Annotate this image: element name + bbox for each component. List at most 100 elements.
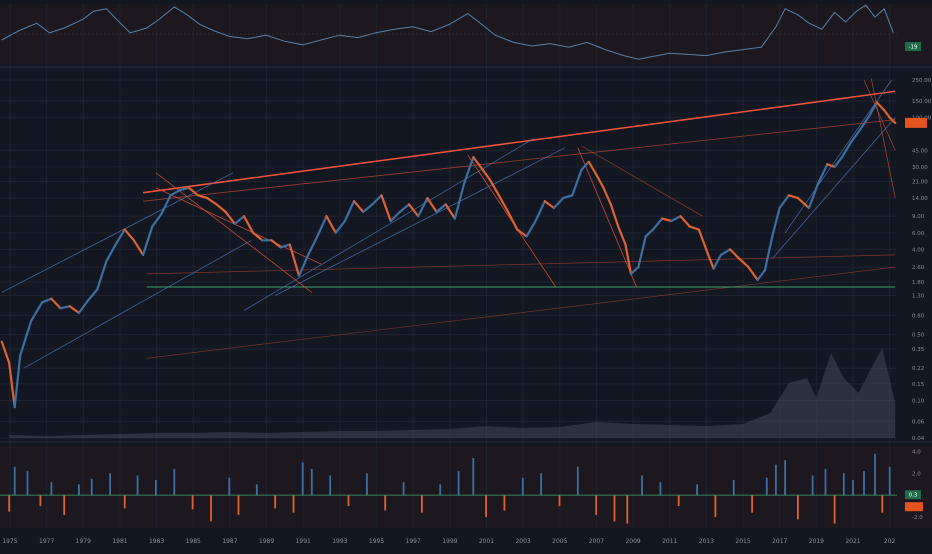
price-segment	[96, 260, 108, 291]
y-tick-label: 0.80	[912, 313, 925, 319]
x-tick-label: 202	[884, 538, 896, 545]
price-segment	[187, 186, 200, 197]
price-segment	[123, 228, 135, 242]
price-segment	[325, 215, 337, 234]
price-segment	[68, 305, 81, 314]
price-segment	[270, 239, 282, 249]
histogram-pane[interactable]	[0, 453, 897, 524]
price-segment	[77, 299, 90, 314]
histogram-tick-label: 4.0	[912, 449, 921, 455]
price-segment	[334, 219, 346, 234]
y-tick-label: 9.00	[912, 214, 925, 220]
x-tick-label: 2005	[552, 538, 567, 545]
price-segment	[389, 210, 401, 223]
histogram-bar	[775, 464, 777, 496]
price-segment	[516, 228, 528, 238]
histogram-bar	[237, 495, 240, 515]
price-segment	[840, 141, 853, 159]
histogram-bar	[402, 482, 405, 496]
trend-line	[146, 266, 896, 359]
histogram-bar	[274, 495, 277, 509]
oscillator-badge-text: -19	[909, 45, 918, 51]
price-segment	[888, 116, 897, 125]
histogram-bar	[8, 495, 11, 512]
histogram-badge-text: 0.3	[909, 493, 918, 499]
histogram-bar	[558, 495, 561, 507]
price-segment	[233, 215, 246, 225]
histogram-bar	[732, 479, 735, 496]
price-segment	[19, 319, 33, 357]
price-segment	[50, 297, 62, 310]
histogram-bar	[576, 466, 579, 496]
volume-area	[9, 348, 896, 438]
histogram-bar	[123, 495, 126, 509]
price-segment	[580, 160, 590, 171]
price-segment	[288, 243, 301, 277]
x-tick-label: 2003	[515, 538, 530, 545]
price-segment	[224, 210, 236, 225]
price-segment	[497, 194, 510, 213]
trend-line	[784, 79, 892, 234]
histogram-bar	[751, 495, 753, 513]
trend-line	[155, 187, 322, 265]
price-segment	[316, 215, 328, 238]
price-segment	[169, 189, 181, 197]
histogram-badge-secondary	[905, 502, 923, 512]
histogram-bar	[210, 495, 212, 522]
trend-line	[23, 239, 252, 369]
histogram-bar	[292, 495, 295, 513]
price-segment	[114, 228, 126, 246]
histogram-bar	[881, 495, 884, 513]
histogram-bar	[503, 495, 506, 511]
y-tick-label: 0.22	[912, 366, 924, 372]
histogram-bar	[485, 495, 487, 518]
histogram-bar	[626, 495, 629, 524]
price-segment	[13, 354, 22, 409]
price-segment	[525, 219, 537, 238]
price-segment	[160, 194, 172, 216]
price-segment	[380, 194, 392, 223]
price-pane[interactable]	[0, 101, 897, 409]
oscillator-pane[interactable]	[0, 4, 897, 60]
y-tick-label: 21.00	[912, 180, 928, 186]
x-tick-label: 1987	[222, 538, 237, 545]
price-segment	[587, 160, 598, 176]
histogram-bar	[472, 458, 475, 496]
price-segment	[796, 197, 811, 210]
x-tick-label: 1991	[296, 538, 311, 545]
price-segment	[543, 200, 556, 210]
histogram-bar	[613, 495, 616, 522]
histogram-bar	[811, 475, 814, 496]
price-segment	[571, 168, 583, 197]
price-segment	[787, 194, 800, 200]
histogram-bar	[39, 495, 42, 507]
histogram-bar	[888, 466, 891, 496]
price-segment	[833, 156, 844, 168]
x-tick-label: 2001	[479, 538, 494, 545]
trend-line	[870, 78, 896, 199]
y-tick-label: 1.80	[912, 280, 925, 286]
price-segment	[756, 269, 767, 281]
histogram-bar	[301, 462, 304, 496]
histogram-bar	[696, 484, 698, 496]
y-tick-label: 1.30	[912, 293, 925, 299]
x-tick-label: 1977	[39, 538, 54, 545]
trendline-layer[interactable]	[1, 78, 896, 369]
price-segment	[719, 248, 732, 256]
histogram-bar	[540, 473, 542, 496]
histogram-bar	[329, 475, 332, 496]
price-segment	[859, 114, 871, 131]
histogram-bar	[155, 479, 157, 496]
price-segment	[697, 228, 708, 251]
trend-line	[155, 172, 313, 293]
x-tick-label: 2019	[809, 538, 824, 545]
histogram-bar	[641, 475, 643, 496]
histogram-bar	[173, 469, 176, 496]
price-segment	[670, 215, 682, 223]
price-segment	[252, 231, 264, 242]
y-tick-label: 2.60	[912, 265, 925, 271]
price-segment	[688, 225, 701, 231]
